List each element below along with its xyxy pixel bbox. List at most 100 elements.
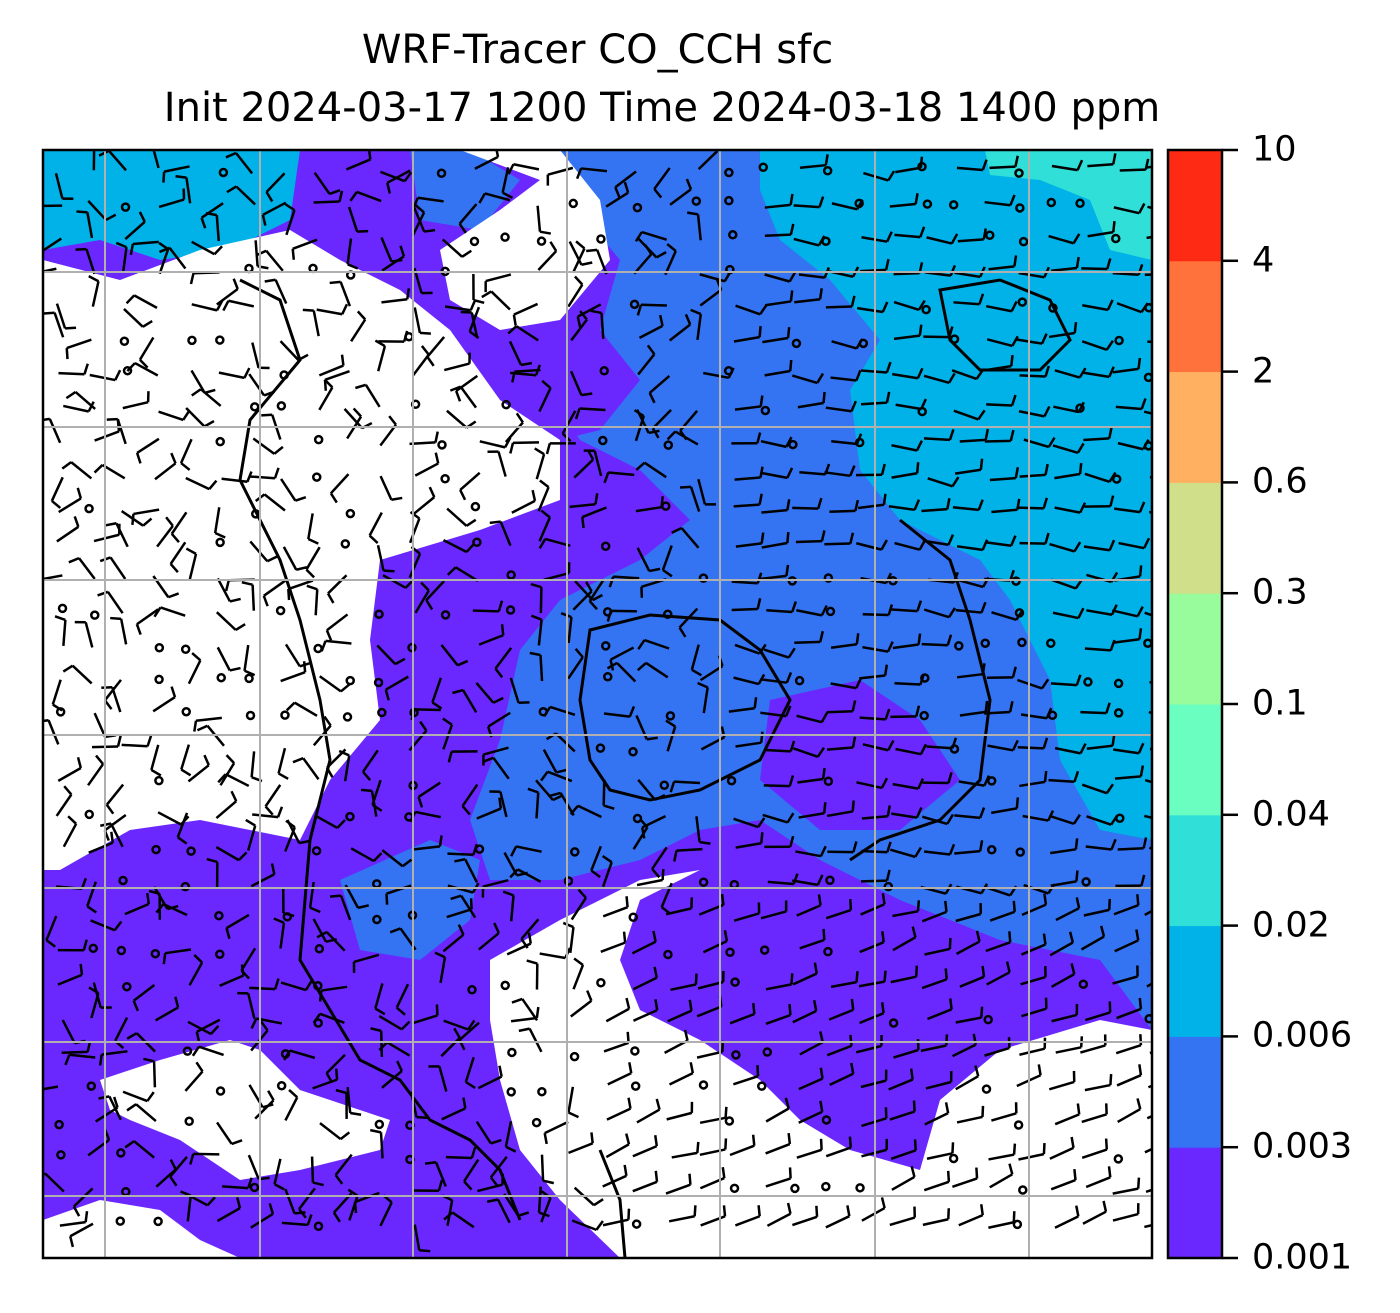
- wind-barb: [97, 590, 124, 614]
- wind-barb: [121, 735, 153, 748]
- wind-barb: [414, 581, 430, 614]
- wind-barb: [889, 1206, 917, 1227]
- calm-wind-marker: [599, 366, 609, 376]
- wind-barb: [632, 999, 659, 1022]
- wind-barb: [185, 407, 215, 428]
- wind-barb: [921, 813, 955, 826]
- wind-barb: [824, 532, 855, 546]
- wind-barb: [799, 1031, 824, 1056]
- wind-barb: [1111, 606, 1144, 618]
- calm-wind-marker: [854, 198, 864, 209]
- wind-barb: [729, 1002, 756, 1025]
- wind-barb: [766, 1202, 792, 1227]
- field-below-min-region: [43, 1200, 240, 1258]
- colorbar-tick-label: 0.02: [1252, 905, 1330, 946]
- plot-title-line2: Init 2024-03-17 1200 Time 2024-03-18 140…: [163, 85, 1161, 131]
- wind-barb: [374, 339, 387, 372]
- wind-barb: [482, 756, 510, 780]
- wind-barb: [540, 1154, 555, 1185]
- wind-barb: [1048, 1070, 1076, 1091]
- wind-barb: [376, 644, 406, 666]
- coastline: [238, 278, 522, 1221]
- wind-barb: [494, 647, 513, 679]
- wind-barb: [281, 1214, 313, 1227]
- wind-barb: [379, 415, 397, 447]
- wind-barb: [252, 806, 284, 819]
- calm-wind-marker: [472, 537, 482, 547]
- wind-barb: [1085, 838, 1117, 851]
- calm-wind-marker: [569, 1051, 580, 1062]
- wind-barb: [191, 1045, 224, 1057]
- wind-barb: [65, 390, 96, 410]
- wind-barb: [537, 479, 550, 512]
- wind-barb: [572, 957, 585, 990]
- wind-barb: [735, 532, 765, 548]
- wind-barb: [425, 580, 446, 611]
- calm-wind-marker: [377, 707, 387, 718]
- wind-barb: [732, 1065, 760, 1086]
- calm-wind-marker: [822, 165, 833, 176]
- wind-barb: [370, 1027, 384, 1057]
- wind-barb: [958, 1204, 984, 1227]
- colorbar-tick-label: 0.1: [1252, 683, 1308, 724]
- wind-barb: [191, 388, 222, 407]
- calm-wind-marker: [691, 196, 702, 206]
- wind-barb: [1018, 405, 1051, 418]
- wind-barb: [731, 432, 762, 445]
- wind-barb: [504, 412, 524, 443]
- calm-wind-marker: [949, 334, 960, 344]
- wind-barb: [1085, 1166, 1112, 1189]
- wind-barb: [988, 255, 1018, 271]
- wind-barb: [92, 150, 96, 171]
- wind-barb: [923, 326, 954, 339]
- wind-barb: [954, 840, 984, 855]
- wind-barb: [486, 1198, 511, 1224]
- wind-barb: [923, 372, 956, 385]
- wind-barb: [926, 998, 953, 1021]
- wind-barb: [476, 797, 503, 820]
- tracer-field: [43, 150, 1152, 1258]
- wind-barb: [279, 340, 309, 362]
- wind-barb: [135, 608, 159, 635]
- wind-barb: [1050, 870, 1079, 887]
- wind-barb: [1083, 427, 1113, 442]
- calm-wind-marker: [628, 746, 638, 757]
- wind-barb: [1083, 898, 1112, 917]
- calm-wind-marker: [724, 195, 734, 206]
- wind-barb: [953, 293, 985, 306]
- wind-barb: [477, 1065, 503, 1090]
- wind-barb: [590, 309, 605, 339]
- wind-barb: [986, 961, 1011, 986]
- wind-barb: [378, 1015, 411, 1031]
- wind-barb: [158, 410, 191, 422]
- calm-wind-marker: [917, 406, 927, 417]
- wind-barb: [635, 461, 667, 479]
- wind-barb: [450, 894, 477, 919]
- wind-barb: [482, 746, 509, 766]
- wind-barb: [895, 743, 928, 756]
- wind-barb: [1113, 894, 1140, 916]
- wind-barb: [830, 971, 859, 989]
- colorbar-tick-label: 0.003: [1252, 1126, 1353, 1167]
- wind-barb: [459, 471, 481, 501]
- wind-barb: [464, 1056, 476, 1089]
- wind-barb: [794, 630, 825, 644]
- wind-barb: [570, 310, 588, 342]
- wind-barb: [162, 165, 190, 183]
- wind-barb: [129, 240, 159, 256]
- calm-wind-marker: [314, 944, 325, 954]
- wind-barb: [602, 1208, 631, 1227]
- colorbar-segment: [1168, 925, 1222, 1037]
- calm-wind-marker: [986, 845, 997, 855]
- wind-barb: [1050, 674, 1082, 687]
- wind-barb: [1116, 1064, 1143, 1087]
- calm-wind-marker: [215, 335, 225, 345]
- wind-barb: [1145, 1188, 1152, 1193]
- calm-wind-marker: [570, 847, 580, 857]
- wind-barb: [124, 211, 146, 240]
- wind-barb: [1020, 933, 1047, 956]
- field-below-min-region: [43, 230, 560, 870]
- wind-barb: [735, 304, 768, 316]
- wind-barb: [603, 471, 635, 484]
- wind-barb: [796, 711, 829, 724]
